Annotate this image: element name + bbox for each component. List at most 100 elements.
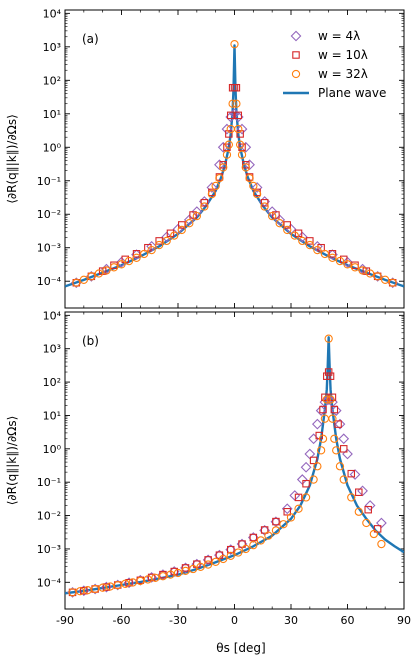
data-point-circle — [330, 434, 339, 443]
y-tick-label: 10⁻³ — [37, 242, 61, 255]
data-point-circle — [377, 539, 386, 549]
data-point-circle — [143, 575, 153, 584]
data-point-diamond — [251, 182, 263, 193]
data-point-diamond — [330, 405, 342, 416]
data-point-diamond — [296, 231, 308, 243]
data-point-circle — [200, 202, 209, 211]
data-point-circle — [235, 140, 245, 149]
data-point-circle — [279, 520, 288, 529]
data-point-circle — [232, 99, 241, 108]
data-point-diamond — [236, 123, 248, 135]
y-tick-label: 10⁴ — [43, 309, 62, 322]
data-point-circle — [170, 231, 179, 240]
panel-label: (b) — [82, 334, 99, 348]
x-tick-label: -90 — [56, 614, 74, 627]
data-point-square — [189, 211, 197, 219]
data-point-square — [306, 237, 314, 245]
data-point-circle — [388, 278, 397, 287]
x-tick-label: -60 — [113, 614, 131, 627]
data-point-circle — [316, 446, 326, 455]
data-point-circle — [207, 189, 217, 199]
x-tick-label: 30 — [284, 614, 298, 627]
data-point-square — [260, 526, 269, 534]
data-point-circle — [249, 181, 258, 191]
data-point-circle — [121, 579, 130, 588]
data-point-square — [323, 372, 331, 380]
data-point-circle — [173, 568, 183, 578]
data-point-circle — [151, 573, 160, 582]
data-point-circle — [373, 272, 382, 281]
data-point-circle — [283, 225, 292, 235]
data-point-square — [232, 83, 241, 92]
data-point-circle — [365, 269, 375, 278]
data-point-circle — [318, 434, 328, 443]
data-point-circle — [211, 557, 220, 567]
data-point-circle — [192, 211, 201, 221]
data-point-square — [223, 143, 231, 152]
data-point-circle — [94, 269, 104, 278]
data-point-square — [249, 533, 258, 542]
data-point-diamond — [308, 433, 319, 445]
y-tick-label: 10¹ — [43, 409, 61, 422]
data-point-circle — [181, 566, 190, 576]
data-point-circle — [260, 202, 269, 211]
data-point-diamond — [338, 433, 350, 445]
data-point-circle — [188, 564, 198, 574]
data-point-square — [373, 525, 382, 533]
data-point-circle — [219, 554, 228, 564]
data-point-square — [334, 420, 342, 428]
data-point-diamond — [315, 405, 327, 416]
data-point-diamond — [300, 461, 312, 473]
data-point-square — [234, 111, 243, 120]
data-point-square — [181, 564, 190, 572]
data-point-circle — [132, 253, 141, 262]
data-point-circle — [147, 245, 156, 255]
data-point-circle — [362, 518, 371, 528]
data-point-square — [226, 545, 235, 554]
data-point-square — [326, 372, 335, 380]
data-point-square — [238, 143, 246, 152]
data-point-circle — [222, 150, 232, 159]
data-point-circle — [381, 275, 390, 284]
data-point-circle — [113, 581, 122, 590]
data-point-circle — [162, 236, 171, 246]
y-tick-label: 10⁴ — [43, 7, 62, 20]
data-point-circle — [335, 256, 345, 266]
panel-b: -90 -60 -30 0 30 60 90 10⁻⁴ 10⁻³ 10⁻² 10⁻¹ 10⁰ 10¹ 10… — [5, 309, 411, 627]
y-tick-label: 10⁻¹ — [37, 476, 61, 489]
panel-a: 10⁻⁴ 10⁻³ 10⁻² 10⁻¹ 10⁰ 10¹ 10² 10³ 10⁴ ⟨∂R(q∥|k∥… — [5, 7, 405, 309]
data-point-circle — [245, 173, 254, 183]
x-axis-label: θs [deg] — [216, 641, 265, 655]
data-point-circle — [234, 548, 243, 557]
data-point-circle — [219, 163, 228, 172]
data-point-diamond — [349, 469, 361, 480]
data-point-circle — [313, 462, 322, 471]
data-point-circle — [136, 576, 145, 586]
data-point-square — [178, 221, 186, 229]
data-point-circle — [228, 99, 237, 108]
data-point-square — [125, 578, 133, 587]
legend-entry-label: w = 10λ — [318, 48, 368, 62]
data-point-square — [200, 199, 209, 207]
data-point-circle — [237, 150, 247, 159]
y-tick-label: 10² — [43, 376, 61, 389]
data-point-square — [225, 130, 233, 138]
data-point-square — [132, 250, 141, 258]
legend: w = 4λ w = 10λ w = 32λ Plane wave — [283, 29, 386, 100]
data-point-circle — [275, 219, 284, 228]
data-point-circle — [324, 334, 333, 343]
legend-entry-label: w = 4λ — [318, 29, 360, 43]
data-point-circle — [158, 572, 168, 581]
data-point-square — [364, 505, 372, 514]
y-tick-label: 10² — [43, 74, 61, 87]
data-point-circle — [72, 278, 81, 287]
data-point-diamond — [217, 141, 229, 153]
data-point-circle — [286, 513, 296, 522]
y-tick-label: 10⁰ — [43, 443, 62, 456]
data-point-diamond — [206, 182, 218, 193]
data-point-diamond — [289, 490, 301, 501]
panel-label: (a) — [82, 32, 99, 46]
data-point-square — [272, 211, 280, 219]
data-point-diamond — [221, 123, 233, 135]
